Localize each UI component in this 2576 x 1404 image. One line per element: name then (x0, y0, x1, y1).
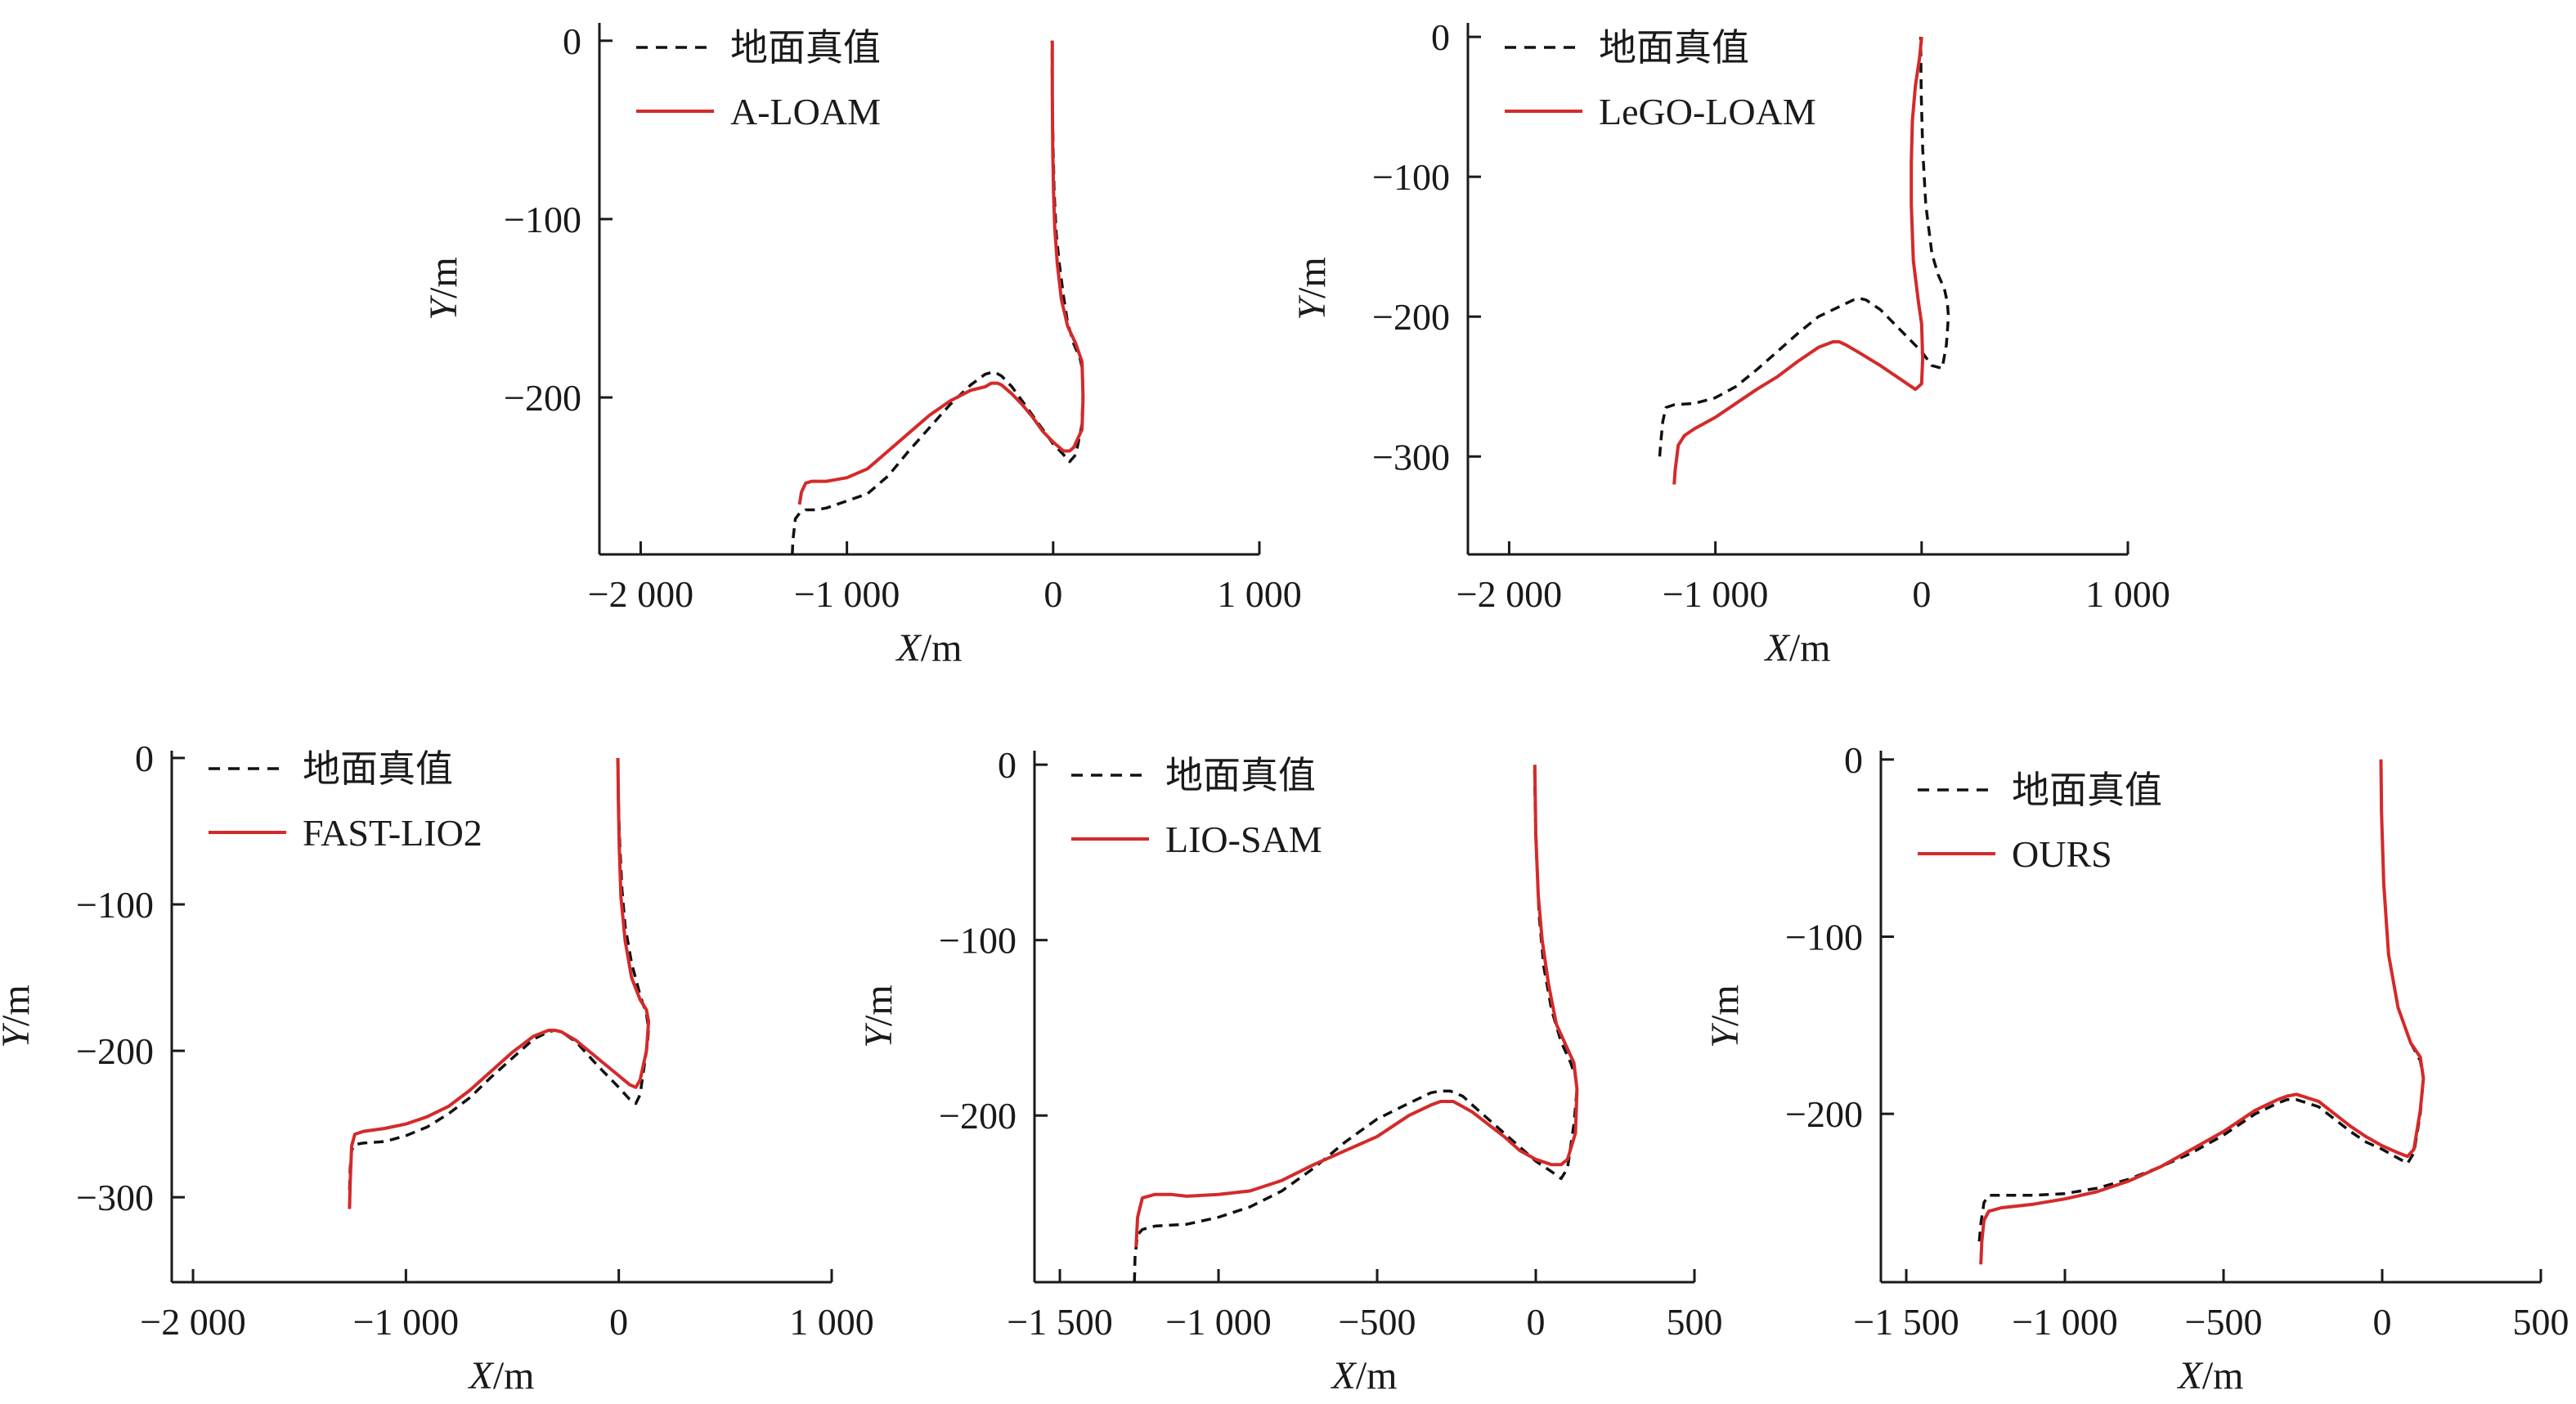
panel-lio-sam-x-axis-var: X (1331, 1354, 1358, 1397)
panel-a-loam-x-tick-label-0: −2 000 (588, 573, 693, 615)
panel-lio-sam-y-tick-label-2: −200 (939, 1095, 1016, 1137)
panel-lio-sam-y-axis-title: Y/m (857, 985, 900, 1047)
panel-ours: 0−100−200−1 500 −1 000 −500 0 500X/mY/m地面真值O… (1703, 739, 2569, 1397)
panel-a-loam-y-axis-title: Y/m (422, 257, 465, 320)
panel-a-loam-x-axis-unit: /m (921, 626, 963, 670)
panel-fast-lio2-y-axis-var: Y (0, 1023, 38, 1048)
panel-lego-loam-y-axis-unit: /m (1290, 257, 1334, 298)
panel-lego-loam-x-tick-label-3: 1 000 (2085, 573, 2170, 615)
panel-lego-loam: 0−100−200−300−2 000 −1 000 0 1 000X/mY/m地面真… (1290, 16, 2170, 670)
panel-lio-sam-legend-label-1: LIO-SAM (1165, 819, 1322, 860)
panel-fast-lio2-y-tick-label-2: −200 (76, 1030, 154, 1072)
panel-ours-legend-label-1: OURS (2012, 833, 2112, 875)
panel-a-loam: 0−100−200−2 000 −1 000 0 1 000X/mY/m地面真值A-L… (422, 20, 1302, 670)
panel-lego-loam-legend-label-1: LeGO-LOAM (1599, 91, 1816, 132)
panel-lio-sam-legend-label-0: 地面真值 (1165, 755, 1316, 796)
panel-ours-y-axis-title: Y/m (1703, 985, 1747, 1047)
panel-lio-sam-x-tick-label-4: 500 (1667, 1301, 1723, 1343)
panel-ours-x-tick-label-1: −1 000 (2012, 1301, 2117, 1343)
panel-ours-x-tick-label-4: 500 (2513, 1301, 2569, 1343)
panel-lego-loam-x-axis-var: X (1764, 626, 1791, 670)
panel-lego-loam-y-tick-label-3: −300 (1372, 436, 1450, 478)
panel-fast-lio2-y-axis-title: Y/m (0, 985, 38, 1047)
panel-ours-y-axis-var: Y (1703, 1023, 1747, 1048)
panel-lego-loam-x-tick-label-1: −1 000 (1663, 573, 1768, 615)
panel-lego-loam-series-estimate-line (1672, 36, 1925, 485)
panel-fast-lio2-y-axis-unit: /m (0, 985, 38, 1026)
panel-lio-sam-x-tick-label-3: 0 (1527, 1301, 1546, 1343)
panel-lego-loam-legend-label-0: 地面真值 (1599, 27, 1749, 69)
panel-fast-lio2-series-ground-truth-line (348, 757, 650, 1191)
panel-lio-sam-series-estimate-line (1134, 765, 1579, 1248)
panel-ours-legend-label-0: 地面真值 (2012, 769, 2162, 811)
panel-lego-loam-y-axis-var: Y (1290, 295, 1334, 321)
panel-lio-sam-x-tick-label-1: −1 000 (1165, 1301, 1271, 1343)
panel-a-loam-legend-label-0: 地面真值 (730, 27, 881, 69)
panel-lego-loam-y-tick-label-2: −200 (1372, 296, 1450, 338)
panel-ours-x-tick-label-3: 0 (2373, 1301, 2392, 1343)
panel-lego-loam-series-ground-truth-line (1658, 37, 1950, 457)
panel-lego-loam-x-axis-unit: /m (1789, 626, 1831, 670)
panel-lio-sam-series-ground-truth-line (1133, 765, 1579, 1283)
panel-lio-sam-x-tick-label-2: −500 (1339, 1301, 1416, 1343)
panel-lio-sam-y-tick-label-0: 0 (998, 744, 1016, 786)
panel-fast-lio2-y-tick-label-0: 0 (135, 738, 154, 779)
panel-a-loam-legend-label-1: A-LOAM (730, 91, 881, 132)
panel-ours-series-ground-truth-line (1977, 759, 2426, 1242)
panel-fast-lio2-x-axis-var: X (468, 1354, 495, 1397)
panel-fast-lio2-x-axis-unit: /m (493, 1354, 535, 1397)
panel-fast-lio2-y-tick-label-1: −100 (76, 884, 154, 926)
panel-fast-lio2-legend-label-1: FAST-LIO2 (303, 812, 482, 854)
panel-a-loam-y-axis-unit: /m (422, 257, 465, 298)
panel-lio-sam-y-axis-unit: /m (857, 985, 900, 1026)
panel-a-loam-x-tick-label-1: −1 000 (794, 573, 900, 615)
panel-ours-x-axis-title: X/m (2177, 1354, 2244, 1397)
panel-lio-sam-y-axis-var: Y (857, 1023, 900, 1048)
panel-lio-sam: 0−100−200−1 500 −1 000 −500 0 500X/mY/m地面真值L… (857, 744, 1723, 1397)
panel-a-loam-y-tick-label-0: 0 (563, 20, 581, 62)
panel-fast-lio2-x-tick-label-2: 0 (609, 1301, 628, 1343)
panel-a-loam-series-ground-truth-line (791, 40, 1085, 555)
panel-lio-sam-x-axis-title: X/m (1331, 1354, 1398, 1397)
panel-a-loam-y-axis-var: Y (422, 295, 465, 321)
panel-lego-loam-x-tick-label-0: −2 000 (1456, 573, 1562, 615)
panel-lego-loam-y-tick-label-1: −100 (1372, 156, 1450, 198)
panel-fast-lio2-x-tick-label-1: −1 000 (353, 1301, 459, 1343)
panel-ours-y-tick-label-2: −200 (1785, 1093, 1863, 1135)
panel-lego-loam-x-tick-label-2: 0 (1912, 573, 1931, 615)
panel-fast-lio2-series-estimate-line (348, 757, 651, 1209)
panel-ours-y-tick-label-0: 0 (1844, 739, 1863, 781)
panel-ours-y-axis-unit: /m (1703, 985, 1747, 1026)
panel-ours-x-axis-unit: /m (2202, 1354, 2244, 1397)
panel-lio-sam-y-tick-label-1: −100 (939, 920, 1016, 962)
panel-fast-lio2-legend-label-0: 地面真值 (303, 748, 453, 790)
panel-ours-series-estimate-line (1979, 759, 2426, 1265)
panel-a-loam-x-axis-var: X (895, 626, 922, 670)
panel-fast-lio2-x-tick-label-0: −2 000 (140, 1301, 245, 1343)
panel-a-loam-x-tick-label-3: 1 000 (1217, 573, 1302, 615)
panel-lio-sam-x-axis-unit: /m (1356, 1354, 1398, 1397)
panel-lego-loam-x-axis-title: X/m (1764, 626, 1831, 670)
panel-ours-y-tick-label-1: −100 (1785, 917, 1863, 958)
panel-lio-sam-x-tick-label-0: −1 500 (1007, 1301, 1112, 1343)
panel-a-loam-x-axis-title: X/m (895, 626, 963, 670)
panel-fast-lio2-x-tick-label-3: 1 000 (789, 1301, 874, 1343)
panel-ours-x-tick-label-2: −500 (2185, 1301, 2263, 1343)
panel-a-loam-series-estimate-line (797, 40, 1085, 505)
panel-lego-loam-y-axis-title: Y/m (1290, 257, 1334, 320)
panel-a-loam-y-tick-label-1: −100 (504, 199, 581, 240)
panel-ours-x-axis-var: X (2177, 1354, 2204, 1397)
panel-lego-loam-y-tick-label-0: 0 (1431, 16, 1450, 58)
panel-a-loam-y-tick-label-2: −200 (504, 377, 581, 419)
panel-fast-lio2-x-axis-title: X/m (468, 1354, 535, 1397)
panel-ours-x-tick-label-0: −1 500 (1853, 1301, 1959, 1343)
panel-fast-lio2-y-tick-label-3: −300 (76, 1177, 154, 1218)
panel-a-loam-x-tick-label-2: 0 (1043, 573, 1062, 615)
